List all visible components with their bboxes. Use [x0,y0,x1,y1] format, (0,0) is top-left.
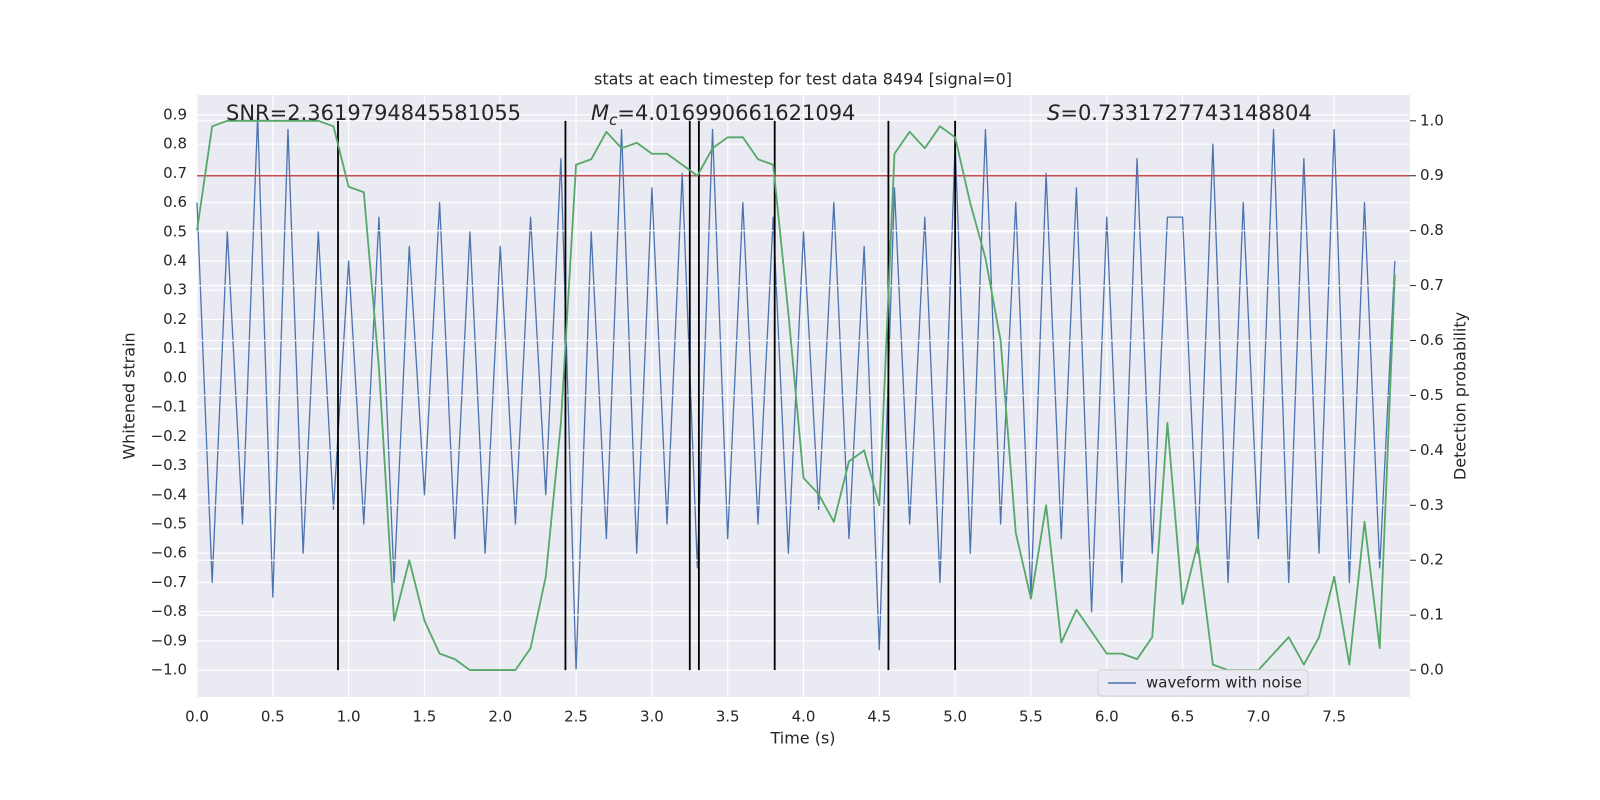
y-tick-label: 0.1 [163,339,187,357]
x-tick-label: 3.5 [716,708,740,726]
y-tick-label: −0.7 [151,573,187,591]
x-tick-label: 2.5 [564,708,588,726]
annotation: S=0.7331727743148804 [1047,101,1312,125]
y2-tick-label: 0.8 [1420,221,1444,239]
x-tick-label: 1.0 [337,708,361,726]
y-tick-label: −0.9 [151,631,187,649]
y-tick-label: −0.5 [151,514,187,532]
x-axis-label: Time (s) [769,729,835,748]
x-tick-label: 5.0 [943,708,967,726]
y-tick-label: −1.0 [151,661,187,679]
y-tick-label: −0.3 [151,456,187,474]
y-tick-label: 0.0 [163,368,187,386]
y-tick-label: −0.1 [151,398,187,416]
annotation-subscript: c [609,111,618,129]
y-tick-label: −0.2 [151,427,187,445]
y-tick-label: 0.7 [163,164,187,182]
x-tick-label: 7.0 [1246,708,1270,726]
x-tick-label: 1.5 [413,708,437,726]
y-tick-label: 0.6 [163,193,187,211]
y-tick-label: −0.6 [151,544,187,562]
annotation-text: SNR=2.3619794845581055 [226,101,521,125]
y2-tick-label: 0.3 [1420,496,1444,514]
y2-tick-label: 0.2 [1420,551,1444,569]
y2-tick-label: 0.7 [1420,276,1444,294]
y-tick-label: 0.5 [163,222,187,240]
annotation-symbol: M [591,101,609,125]
y-tick-label: 0.2 [163,310,187,328]
y2-tick-label: 0.9 [1420,166,1444,184]
y-tick-label: 0.3 [163,281,187,299]
x-tick-label: 6.0 [1095,708,1119,726]
legend-label: waveform with noise [1146,674,1302,692]
y2-tick-label: 0.4 [1420,441,1444,459]
x-tick-label: 4.5 [867,708,891,726]
y2-tick-label: 1.0 [1420,111,1444,129]
y2-tick-label: 0.1 [1420,606,1444,624]
x-tick-label: 0.0 [185,708,209,726]
annotation: SNR=2.3619794845581055 [226,101,521,125]
chart-title: stats at each timestep for test data 849… [594,70,1012,89]
annotation-symbol: S [1047,101,1060,125]
x-tick-label: 7.5 [1322,708,1346,726]
series-line [196,119,1396,671]
x-tick-label: 2.0 [488,708,512,726]
y2-axis-label: Detection probability [1451,312,1470,480]
x-tick-label: 5.5 [1019,708,1043,726]
x-tick-label: 3.0 [640,708,664,726]
x-tick-label: 6.5 [1171,708,1195,726]
y-tick-label: 0.9 [163,105,187,123]
annotation-text: =0.7331727743148804 [1060,101,1311,125]
legend-box [1097,669,1309,697]
y-axis-label: Whitened strain [120,332,139,459]
y-tick-label: 0.8 [163,135,187,153]
x-tick-label: 4.0 [792,708,816,726]
y2-tick-label: 0.0 [1420,661,1444,679]
x-tick-label: 0.5 [261,708,285,726]
y-tick-label: −0.8 [151,602,187,620]
y2-tick-label: 0.6 [1420,331,1444,349]
annotation-text: =4.016990661621094 [617,101,855,125]
y-tick-label: −0.4 [151,485,187,503]
y2-tick-label: 0.5 [1420,386,1444,404]
annotation: Mc=4.016990661621094 [591,101,855,129]
y-tick-label: 0.4 [163,251,187,269]
